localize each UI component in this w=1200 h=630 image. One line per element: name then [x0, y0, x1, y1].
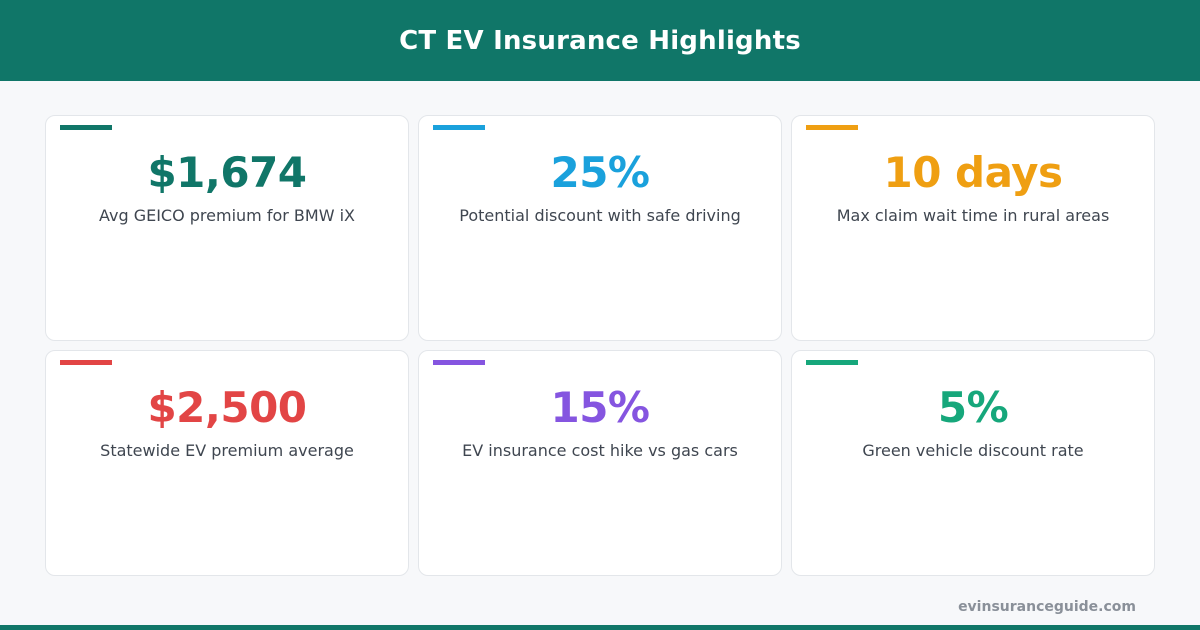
card-accent-bar [433, 125, 485, 130]
stat-label: Avg GEICO premium for BMW iX [98, 206, 356, 225]
site-watermark: evinsuranceguide.com [958, 599, 1136, 615]
bottom-accent-bar [0, 625, 1200, 630]
stat-card: $2,500 Statewide EV premium average [45, 350, 409, 576]
page-title: CT EV Insurance Highlights [399, 25, 801, 56]
stat-value: 25% [550, 148, 650, 197]
card-accent-bar [433, 360, 485, 365]
stat-value: 5% [937, 383, 1009, 432]
stat-label: Statewide EV premium average [100, 441, 354, 460]
stat-value: 15% [550, 383, 650, 432]
stat-value: $2,500 [147, 383, 307, 432]
stat-card: 10 days Max claim wait time in rural are… [791, 115, 1155, 341]
stat-card: $1,674 Avg GEICO premium for BMW iX [45, 115, 409, 341]
card-accent-bar [806, 360, 858, 365]
stat-card: 25% Potential discount with safe driving [418, 115, 782, 341]
card-accent-bar [60, 360, 112, 365]
stat-card: 5% Green vehicle discount rate [791, 350, 1155, 576]
card-accent-bar [806, 125, 858, 130]
stats-grid: $1,674 Avg GEICO premium for BMW iX 25% … [45, 115, 1155, 576]
stat-label: Potential discount with safe driving [459, 206, 741, 225]
header-banner: CT EV Insurance Highlights [0, 0, 1200, 81]
card-accent-bar [60, 125, 112, 130]
stat-label: Green vehicle discount rate [862, 441, 1084, 460]
stat-label: EV insurance cost hike vs gas cars [462, 441, 738, 460]
stat-value: $1,674 [147, 148, 307, 197]
stat-value: 10 days [883, 148, 1063, 197]
stat-label: Max claim wait time in rural areas [836, 206, 1110, 225]
stat-card: 15% EV insurance cost hike vs gas cars [418, 350, 782, 576]
